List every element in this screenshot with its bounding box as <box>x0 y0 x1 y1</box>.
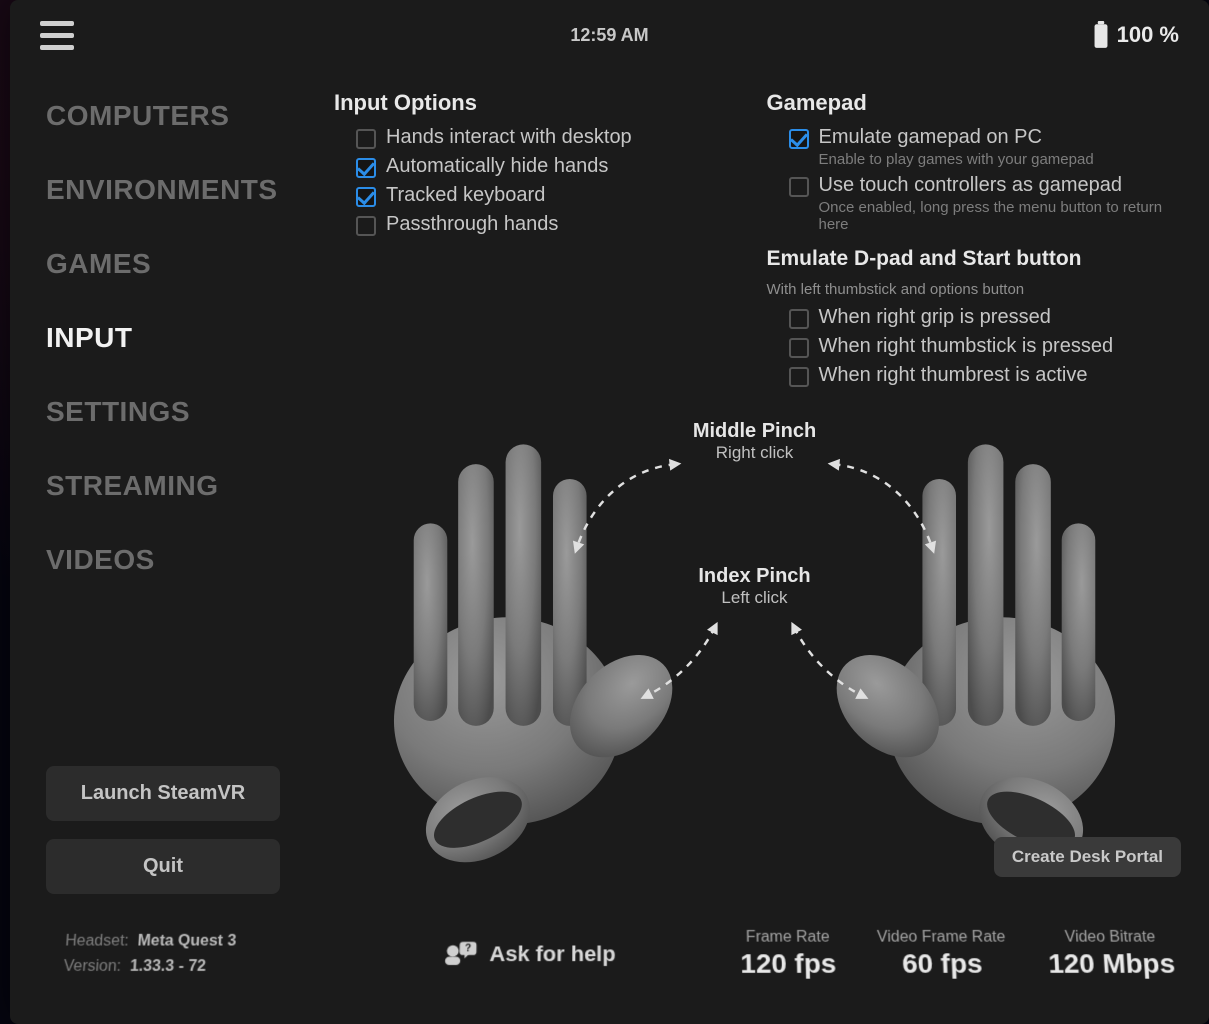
gamepad-option-0[interactable]: Emulate gamepad on PC Enable to play game… <box>789 126 1176 168</box>
dpad-option-1[interactable]: When right thumbstick is pressed <box>789 335 1176 358</box>
stat-video-bitrate: Video Bitrate 120 Mbps <box>1046 929 1176 980</box>
battery-indicator: 100 % <box>1093 21 1179 49</box>
index-pinch-label: Index Pinch Left click <box>310 565 1199 608</box>
gamepad-title: Gamepad <box>767 90 1176 116</box>
middle-pinch-label: Middle Pinch Right click <box>310 420 1199 463</box>
gamepad-sublabel-1: Once enabled, long press the menu button… <box>819 199 1176 233</box>
create-desk-portal-button[interactable]: Create Desk Portal <box>994 837 1181 877</box>
footer: Headset: Meta Quest 3 Version: 1.33.3 - … <box>10 897 1209 1024</box>
input-checkbox-2[interactable] <box>356 187 376 207</box>
input-label-1: Automatically hide hands <box>386 155 608 178</box>
sidebar: COMPUTERS ENVIRONMENTS GAMES INPUT SETTI… <box>10 80 300 894</box>
nav-computers[interactable]: COMPUTERS <box>46 100 300 132</box>
gamepad-option-1[interactable]: Use touch controllers as gamepadOnce ena… <box>789 174 1176 233</box>
dpad-label-0: When right grip is pressed <box>819 306 1051 329</box>
dpad-option-2[interactable]: When right thumbrest is active <box>789 364 1176 387</box>
input-option-1[interactable]: Automatically hide hands <box>356 155 743 178</box>
dpad-desc: With left thumbstick and options button <box>767 281 1176 298</box>
settings-panel: 12:59 AM 100 % COMPUTERS ENVIRONMENTS GA… <box>10 0 1209 1024</box>
dpad-option-0[interactable]: When right grip is pressed <box>789 306 1176 329</box>
input-label-0: Hands interact with desktop <box>386 126 632 149</box>
hands-diagram: Middle Pinch Right click Index Pinch Lef… <box>310 405 1199 869</box>
launch-steamvr-button[interactable]: Launch SteamVR <box>46 766 280 821</box>
input-option-0[interactable]: Hands interact with desktop <box>356 126 743 149</box>
input-checkbox-0[interactable] <box>356 129 376 149</box>
dpad-label-1: When right thumbstick is pressed <box>819 335 1114 358</box>
gamepad-section: Gamepad Emulate gamepad on PC Enable to p… <box>767 90 1176 393</box>
gamepad-label-0: Emulate gamepad on PC <box>819 126 1094 149</box>
input-label-2: Tracked keyboard <box>386 184 545 207</box>
nav-streaming[interactable]: STREAMING <box>46 470 300 502</box>
dpad-label-2: When right thumbrest is active <box>819 364 1088 387</box>
dpad-checkbox-1[interactable] <box>789 338 809 358</box>
ask-for-help-button[interactable]: ? Ask for help <box>444 940 616 969</box>
input-checkbox-3[interactable] <box>356 216 376 236</box>
gamepad-checkbox-0[interactable] <box>789 129 809 149</box>
stat-video-frame-rate: Video Frame Rate 60 fps <box>877 929 1007 980</box>
gamepad-checkbox-1[interactable] <box>789 177 809 197</box>
nav-list: COMPUTERS ENVIRONMENTS GAMES INPUT SETTI… <box>46 80 300 766</box>
nav-videos[interactable]: VIDEOS <box>46 544 300 576</box>
gamepad-label-1: Use touch controllers as gamepad <box>819 174 1176 197</box>
input-option-3[interactable]: Passthrough hands <box>356 213 743 236</box>
left-hand-icon <box>394 444 692 869</box>
svg-text:?: ? <box>464 944 470 955</box>
device-info: Headset: Meta Quest 3 Version: 1.33.3 - … <box>63 929 237 979</box>
hands-svg <box>310 405 1199 869</box>
right-hand-icon <box>817 444 1115 869</box>
input-label-3: Passthrough hands <box>386 213 558 236</box>
dpad-title: Emulate D-pad and Start button <box>767 247 1176 271</box>
clock: 12:59 AM <box>10 25 1209 46</box>
nav-settings[interactable]: SETTINGS <box>46 396 300 428</box>
battery-icon <box>1093 21 1109 49</box>
nav-input[interactable]: INPUT <box>46 322 300 354</box>
input-options-title: Input Options <box>334 90 743 116</box>
dpad-checkbox-2[interactable] <box>789 367 809 387</box>
dpad-checkbox-0[interactable] <box>789 309 809 329</box>
input-option-2[interactable]: Tracked keyboard <box>356 184 743 207</box>
nav-environments[interactable]: ENVIRONMENTS <box>46 174 300 206</box>
quit-button[interactable]: Quit <box>46 839 280 894</box>
help-icon: ? <box>444 940 478 969</box>
gamepad-sublabel-0: Enable to play games with your gamepad <box>819 151 1094 168</box>
input-checkbox-1[interactable] <box>356 158 376 178</box>
nav-games[interactable]: GAMES <box>46 248 300 280</box>
topbar: 12:59 AM 100 % <box>10 0 1209 70</box>
battery-text: 100 % <box>1117 22 1179 48</box>
stream-stats: Frame Rate 120 fps Video Frame Rate 60 f… <box>740 929 1176 980</box>
stat-frame-rate: Frame Rate 120 fps <box>740 929 837 980</box>
menu-icon[interactable] <box>40 21 74 50</box>
input-options-section: Input Options Hands interact with deskto… <box>334 90 743 393</box>
